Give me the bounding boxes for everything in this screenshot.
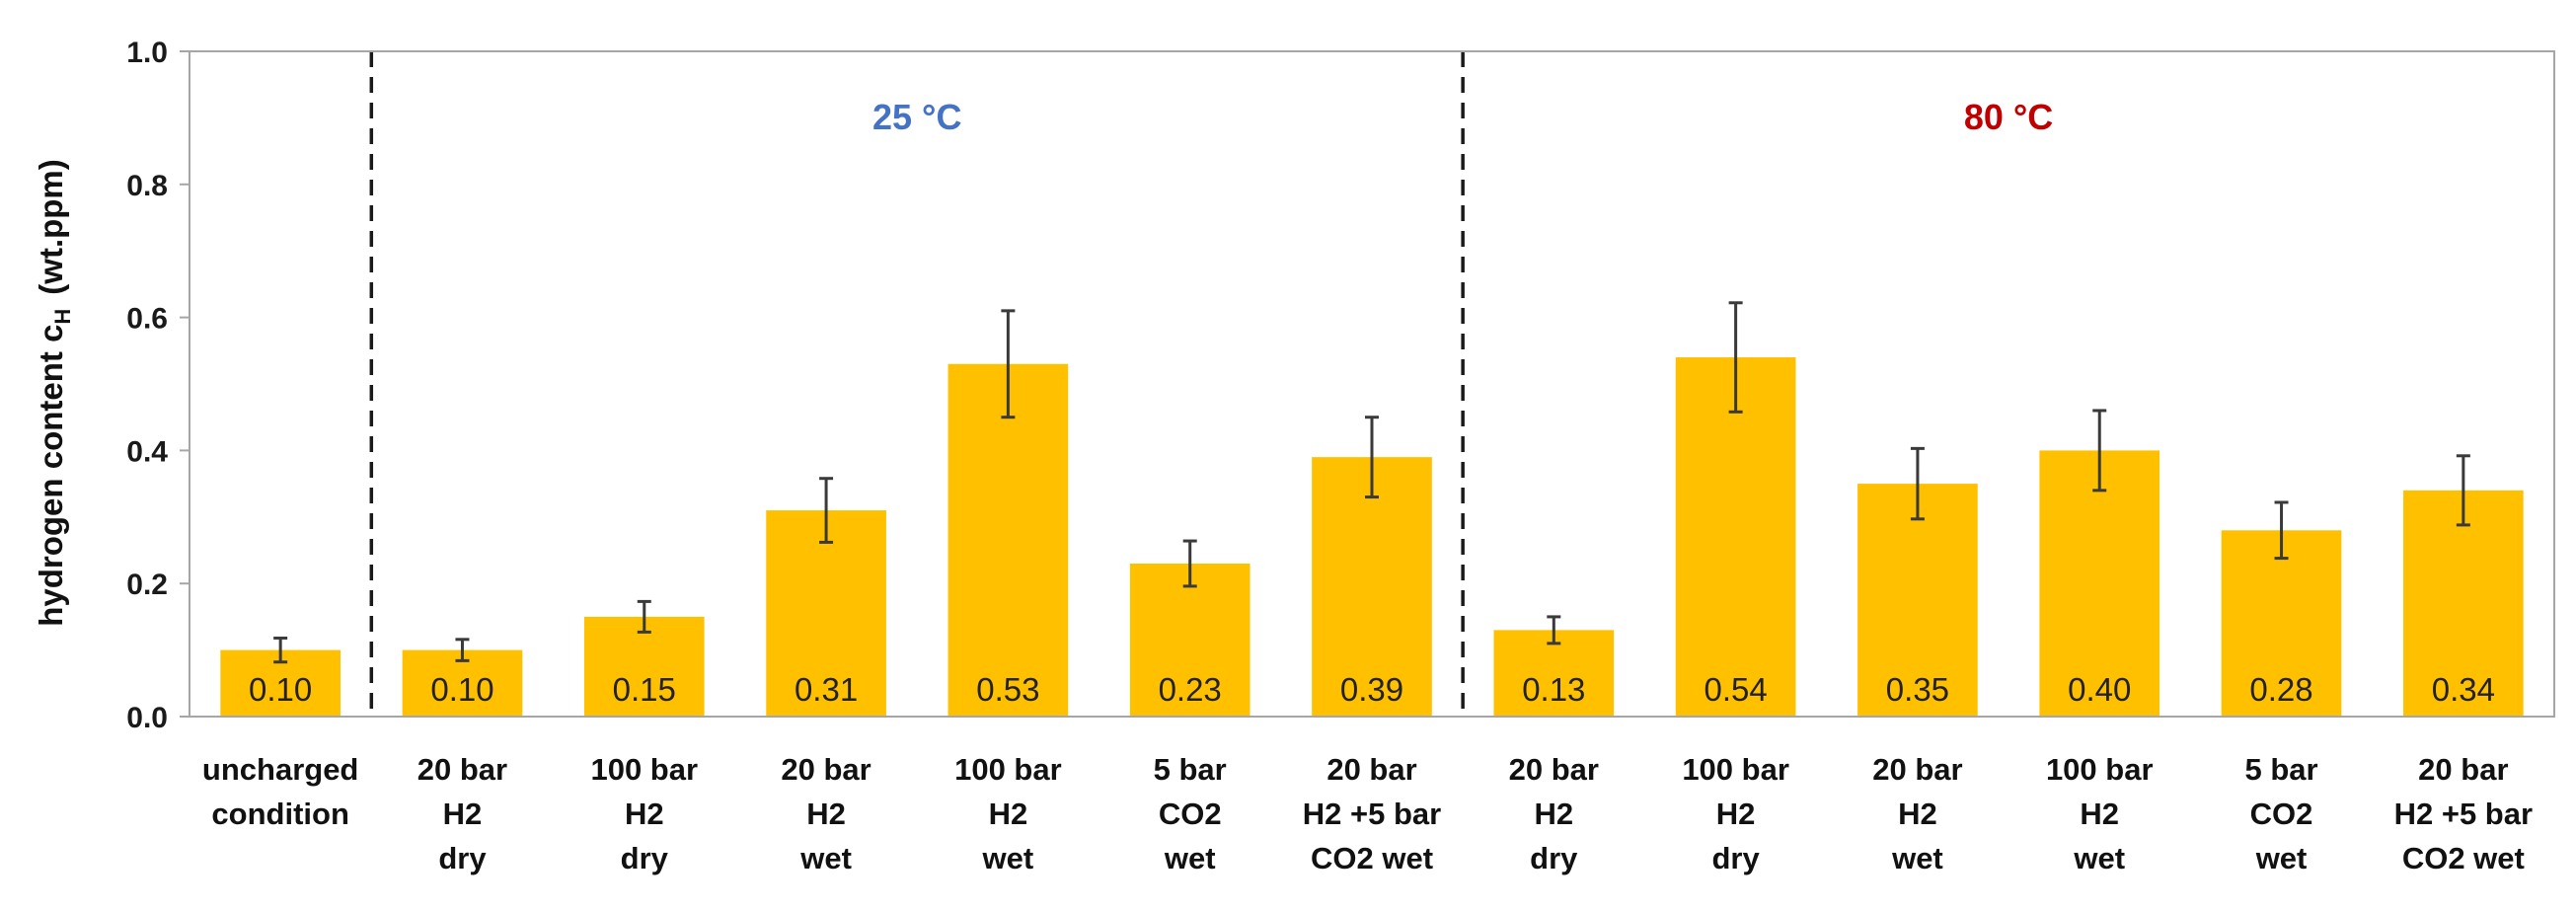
y-axis-title-unit: (wt.ppm) xyxy=(33,159,69,294)
x-category-label-line: 100 bar xyxy=(954,752,1062,787)
y-tick-label: 0.8 xyxy=(126,170,168,202)
x-category-label-line: 20 bar xyxy=(1509,752,1599,787)
x-category-label-line: wet xyxy=(1891,841,1943,875)
x-category-label-line: H2 xyxy=(806,797,846,831)
x-category-label-line: CO2 wet xyxy=(2402,841,2525,875)
x-category-label-line: H2 xyxy=(443,797,483,831)
bar-value-label: 0.40 xyxy=(2068,671,2131,708)
x-category-label-line: CO2 xyxy=(2250,797,2313,831)
y-tick-label: 0.6 xyxy=(126,303,168,336)
group-label: 25 °C xyxy=(872,97,961,137)
group-labels: 25 °C 80 °C xyxy=(872,97,2053,137)
group-label: 80 °C xyxy=(1964,97,2053,137)
y-tick-label: 0.4 xyxy=(126,435,168,468)
bar-value-label: 0.34 xyxy=(2432,671,2495,708)
x-category-label-line: condition xyxy=(211,797,348,831)
x-category-label-line: wet xyxy=(2255,841,2308,875)
y-tick-label: 0.2 xyxy=(126,569,168,601)
x-category-label-line: 5 bar xyxy=(2244,752,2317,787)
bar-value-label: 0.53 xyxy=(976,671,1039,708)
bar-value-label: 0.39 xyxy=(1340,671,1403,708)
bar xyxy=(1129,563,1250,717)
bar-value-label: 0.54 xyxy=(1704,671,1767,708)
x-category-label-line: 100 bar xyxy=(2046,752,2154,787)
x-category-label-line: 20 bar xyxy=(1872,752,1962,787)
x-category-label-line: 20 bar xyxy=(781,752,871,787)
x-category-label-line: H2 xyxy=(1716,797,1756,831)
x-category-label-line: 20 bar xyxy=(417,752,507,787)
x-category-label-line: H2 xyxy=(989,797,1028,831)
x-category-label-line: wet xyxy=(982,841,1034,875)
x-category-label-line: H2 +5 bar xyxy=(2394,797,2533,831)
y-axis-title: hydrogen content cH (wt.ppm) xyxy=(33,159,75,627)
y-tick-labels: 0.0 0.2 0.4 0.6 0.8 1.0 xyxy=(126,37,189,734)
bar-value-labels: 0.10 0.10 0.15 0.31 0.53 0.23 0.39 0.13 0.54 0.35… xyxy=(249,671,2495,708)
bar-value-label: 0.15 xyxy=(613,671,676,708)
bar xyxy=(1312,457,1432,717)
bars xyxy=(220,357,2524,717)
y-axis-title-subscript: H xyxy=(50,309,75,325)
x-category-label-line: 20 bar xyxy=(1326,752,1416,787)
bar xyxy=(1675,357,1796,717)
bar xyxy=(1857,484,1978,717)
bar-value-label: 0.28 xyxy=(2249,671,2312,708)
x-category-label-line: CO2 wet xyxy=(1311,841,1433,875)
bar-value-label: 0.10 xyxy=(430,671,493,708)
x-category-label-line: 100 bar xyxy=(1682,752,1789,787)
bar-value-label: 0.23 xyxy=(1159,671,1222,708)
bar xyxy=(2039,450,2160,717)
bar xyxy=(766,510,886,717)
x-category-label-line: dry xyxy=(621,841,669,875)
bar-value-label: 0.10 xyxy=(249,671,312,708)
x-category-label-line: H2 xyxy=(625,797,664,831)
bar-value-label: 0.31 xyxy=(795,671,858,708)
x-category-label-line: 100 bar xyxy=(590,752,698,787)
y-tick-label: 0.0 xyxy=(126,702,168,734)
x-category-label-line: dry xyxy=(438,841,487,875)
x-category-label-line: CO2 xyxy=(1159,797,1222,831)
group-dividers xyxy=(369,51,1465,717)
x-category-label-line: wet xyxy=(2073,841,2125,875)
x-category-label-line: H2 xyxy=(2080,797,2119,831)
x-category-label-line: 5 bar xyxy=(1154,752,1227,787)
bar-value-label: 0.35 xyxy=(1886,671,1949,708)
x-category-label-line: wet xyxy=(799,841,852,875)
x-category-label-line: H2 +5 bar xyxy=(1303,797,1441,831)
y-tick-label: 1.0 xyxy=(126,37,168,69)
bar xyxy=(947,363,1069,717)
x-category-label-line: H2 xyxy=(1534,797,1573,831)
x-category-label-line: dry xyxy=(1711,841,1760,875)
x-category-label-line: wet xyxy=(1164,841,1216,875)
bar-value-label: 0.13 xyxy=(1522,671,1585,708)
y-axis-title-main: hydrogen content c xyxy=(33,325,69,627)
bar xyxy=(2221,530,2342,717)
plot-frame xyxy=(189,50,2555,718)
x-category-label-line: dry xyxy=(1530,841,1578,875)
x-category-label-line: uncharged xyxy=(202,752,358,787)
error-bars xyxy=(273,301,2470,664)
x-category-labels: uncharged condition 20 bar H2 dry 100 bar H2 dr… xyxy=(202,752,2533,875)
bar xyxy=(2403,490,2524,717)
axes xyxy=(189,50,2555,718)
x-category-label-line: H2 xyxy=(1898,797,1937,831)
x-category-label-line: 20 bar xyxy=(2418,752,2508,787)
